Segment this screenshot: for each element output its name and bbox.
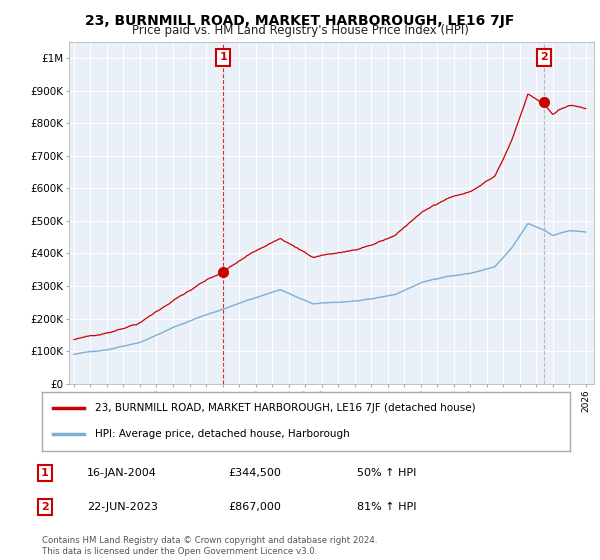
Text: 1: 1: [220, 53, 227, 62]
Text: 22-JUN-2023: 22-JUN-2023: [87, 502, 158, 512]
Text: 2: 2: [41, 502, 49, 512]
Text: 1: 1: [41, 468, 49, 478]
Text: £344,500: £344,500: [228, 468, 281, 478]
Text: Contains HM Land Registry data © Crown copyright and database right 2024.
This d: Contains HM Land Registry data © Crown c…: [42, 536, 377, 556]
Text: £867,000: £867,000: [228, 502, 281, 512]
Text: 2: 2: [540, 53, 548, 62]
Text: HPI: Average price, detached house, Harborough: HPI: Average price, detached house, Harb…: [95, 430, 350, 440]
Text: 81% ↑ HPI: 81% ↑ HPI: [357, 502, 416, 512]
Text: 50% ↑ HPI: 50% ↑ HPI: [357, 468, 416, 478]
Text: Price paid vs. HM Land Registry's House Price Index (HPI): Price paid vs. HM Land Registry's House …: [131, 24, 469, 37]
Text: 23, BURNMILL ROAD, MARKET HARBOROUGH, LE16 7JF: 23, BURNMILL ROAD, MARKET HARBOROUGH, LE…: [85, 14, 515, 28]
Text: 23, BURNMILL ROAD, MARKET HARBOROUGH, LE16 7JF (detached house): 23, BURNMILL ROAD, MARKET HARBOROUGH, LE…: [95, 403, 475, 413]
Text: 16-JAN-2004: 16-JAN-2004: [87, 468, 157, 478]
